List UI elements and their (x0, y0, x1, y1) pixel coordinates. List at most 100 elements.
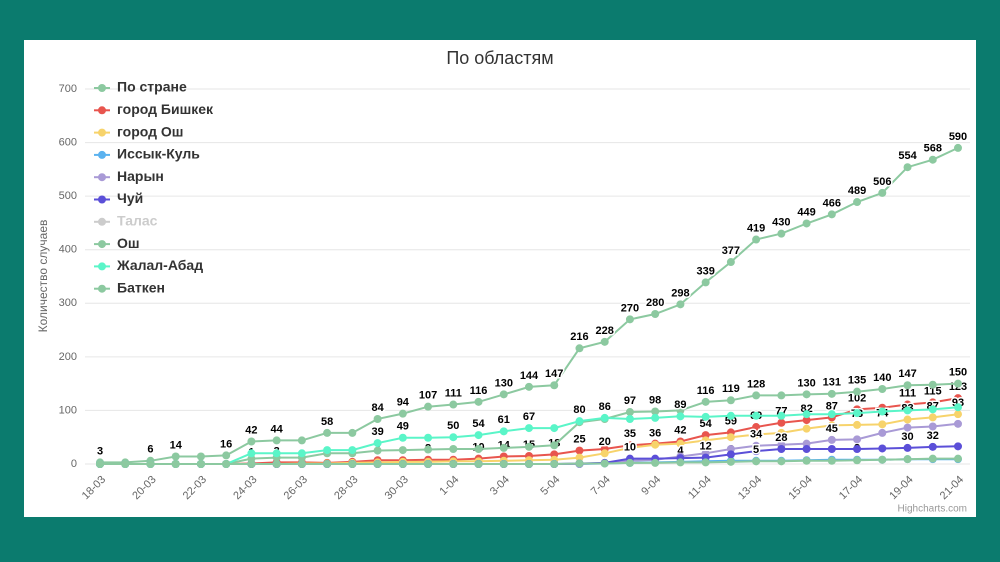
data-label: 131 (823, 377, 841, 389)
data-point (827, 389, 836, 398)
data-label: 228 (596, 325, 614, 337)
data-point (928, 398, 937, 407)
y-tick-label: 100 (59, 404, 77, 416)
data-point (827, 456, 836, 465)
data-label: 590 (949, 131, 967, 143)
data-point (827, 445, 836, 453)
data-point (954, 442, 962, 451)
data-point (878, 407, 887, 416)
data-label: 28 (775, 432, 787, 444)
data-label: 130 (495, 377, 513, 389)
data-point (550, 441, 559, 450)
data-label: 42 (245, 424, 257, 436)
data-point (802, 445, 811, 453)
data-point (954, 403, 962, 412)
data-label: 50 (447, 420, 459, 432)
series (96, 143, 962, 467)
data-label: 6 (147, 444, 153, 456)
data-point (777, 229, 786, 238)
data-label: 12 (700, 440, 712, 452)
data-point (752, 423, 761, 432)
data-label: 89 (674, 399, 686, 411)
data-point (398, 409, 407, 418)
data-label: 115 (924, 385, 942, 397)
data-point (777, 457, 786, 466)
data-point (651, 458, 660, 467)
data-label: 506 (873, 176, 891, 188)
legend-marker (98, 106, 106, 115)
data-point (802, 456, 811, 465)
data-point (827, 210, 836, 219)
data-label: 216 (570, 331, 588, 343)
data-point (802, 410, 811, 419)
y-tick-label: 700 (59, 83, 77, 95)
data-point (651, 413, 660, 422)
data-point (878, 385, 887, 393)
y-tick-label: 500 (59, 190, 77, 202)
data-point (323, 460, 332, 468)
data-label: 111 (445, 387, 462, 399)
data-point (777, 391, 786, 400)
data-point (424, 445, 433, 454)
data-label: 280 (646, 297, 664, 309)
data-point (449, 433, 458, 442)
data-point (802, 390, 811, 399)
data-label: 67 (523, 411, 535, 423)
data-point (928, 413, 937, 422)
data-label: 128 (747, 378, 765, 390)
data-point (247, 460, 256, 468)
data-label: 84 (371, 402, 384, 414)
data-point (499, 460, 508, 468)
data-point (752, 447, 761, 456)
data-point (96, 460, 104, 468)
data-point (777, 418, 786, 427)
data-point (853, 435, 862, 444)
data-point (146, 460, 155, 468)
data-label: 42 (674, 424, 686, 436)
legend-marker (98, 84, 106, 92)
data-point (550, 381, 559, 390)
data-label: 39 (371, 426, 383, 438)
data-point (525, 382, 533, 391)
data-point (297, 460, 306, 468)
data-point (853, 445, 862, 453)
data-label: 54 (700, 418, 713, 430)
data-point (625, 458, 634, 467)
data-point (827, 410, 836, 419)
data-point (726, 258, 735, 267)
data-point (903, 400, 912, 409)
data-point (954, 379, 962, 388)
data-point (247, 449, 256, 458)
legend-label: город Бишкек (117, 101, 214, 117)
data-point (575, 446, 584, 455)
data-point (651, 440, 660, 449)
data-point (474, 397, 483, 406)
data-label: 135 (848, 375, 866, 387)
data-point (222, 460, 231, 468)
data-point (903, 381, 912, 390)
data-label: 339 (696, 265, 714, 277)
data-point (802, 219, 811, 228)
data-point (398, 460, 407, 468)
data-point (373, 415, 382, 423)
data-point (171, 460, 180, 468)
data-point (676, 412, 685, 421)
data-point (903, 406, 912, 415)
data-label: 147 (898, 368, 916, 380)
data-point (272, 460, 281, 468)
data-label: 44 (271, 423, 284, 435)
legend-marker (98, 150, 106, 159)
data-label: 430 (772, 217, 790, 229)
data-label: 36 (649, 428, 661, 440)
data-point (903, 423, 912, 432)
data-point (954, 419, 962, 428)
data-point (777, 445, 786, 453)
data-label: 14 (170, 439, 183, 451)
data-label: 10 (624, 442, 636, 454)
data-label: 58 (321, 416, 333, 428)
data-point (954, 410, 962, 419)
data-point (600, 337, 609, 346)
data-label: 61 (498, 414, 510, 426)
data-label: 32 (927, 430, 939, 442)
